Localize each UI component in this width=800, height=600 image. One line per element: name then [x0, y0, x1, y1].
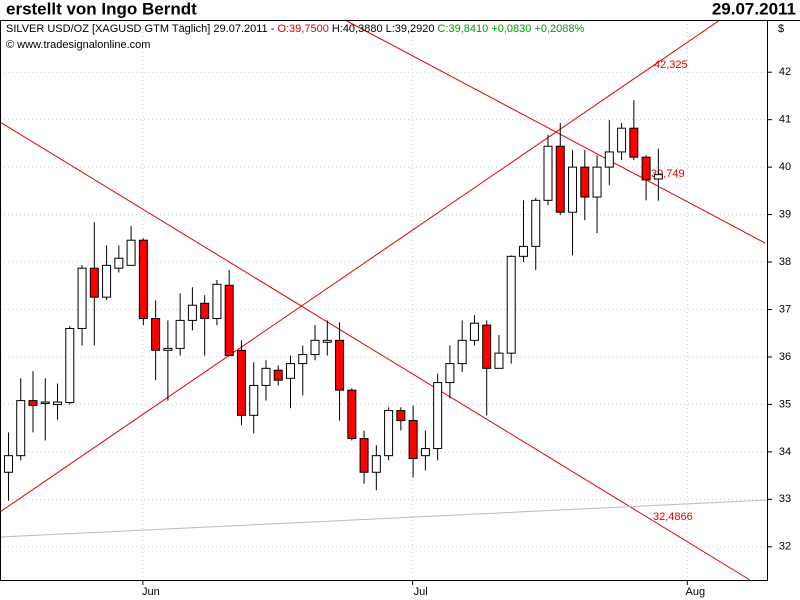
y-tick-label: 42 [779, 66, 791, 78]
candle-body [469, 322, 479, 341]
candle-body [580, 166, 590, 198]
candle-body [65, 327, 75, 404]
subtitle-part: H:40,3880 [332, 23, 383, 35]
subtitle-part: O:39,7500 [277, 23, 328, 35]
x-tick-label: Jul [414, 586, 428, 598]
y-tick-label: 37 [779, 303, 791, 315]
candle-body [494, 352, 504, 369]
chart-title: erstellt von Ingo Berndt [6, 0, 197, 18]
candle-body [236, 349, 246, 416]
candle-body [126, 239, 136, 266]
y-tick-label: 34 [779, 446, 791, 458]
annotation: 32,4866 [653, 511, 693, 523]
subtitle-part: SILVER USD/OZ [XAGUSD GTM Täglich] 29.07… [6, 23, 277, 35]
candle-body [457, 339, 467, 365]
candle-body [77, 267, 87, 329]
candle-body [384, 410, 394, 457]
candle-body [53, 401, 63, 405]
y-tick-label: 40 [779, 161, 791, 173]
source: © www.tradesignalonline.com [6, 39, 150, 51]
chart-date: 29.07.2011 [712, 0, 796, 18]
candle-body [604, 151, 614, 168]
plot-frame [0, 20, 768, 581]
candle-body [224, 284, 234, 357]
candle-body [151, 318, 161, 351]
candle-body [543, 145, 553, 201]
candle-body [200, 302, 210, 320]
y-tick-label: 36 [779, 351, 791, 363]
candle-body [445, 363, 455, 384]
candle-body [568, 166, 578, 213]
y-axis-label: $ [778, 23, 784, 35]
candle-body [506, 255, 516, 354]
x-tick-label: Aug [686, 586, 706, 598]
candle-body [396, 410, 406, 422]
candle-body [347, 389, 357, 440]
candle-body [89, 267, 99, 298]
candle-body [531, 199, 541, 247]
candle-body [335, 339, 345, 391]
candle-body [212, 283, 222, 320]
subtitle-part: C:39,8410 +0,0830 +0,2088% [438, 23, 585, 35]
candle-body [102, 264, 112, 298]
candle-body [138, 239, 148, 320]
candle-body [420, 448, 430, 457]
y-tick-label: 35 [779, 398, 791, 410]
candle-body [555, 145, 565, 213]
candle-body [16, 400, 26, 457]
candle-body [175, 319, 185, 349]
trend-line [0, 121, 751, 581]
candle-body [371, 455, 381, 473]
candle-body [617, 127, 627, 153]
y-tick-label: 41 [779, 114, 791, 126]
candle-body [653, 174, 663, 180]
candle-body [433, 382, 443, 450]
candle-body [187, 304, 197, 321]
candle-body [592, 166, 602, 198]
candle-body [40, 401, 50, 404]
annotation: 42,325 [654, 59, 688, 71]
y-tick-label: 39 [779, 208, 791, 220]
candle-body [114, 257, 124, 269]
candle-body [641, 156, 651, 181]
candle-body [629, 127, 639, 158]
subtitle: SILVER USD/OZ [XAGUSD GTM Täglich] 29.07… [6, 23, 585, 35]
candle-body [261, 367, 271, 386]
candle-body [3, 455, 13, 473]
candle-body [298, 354, 308, 365]
candle-body [408, 420, 418, 460]
y-tick-label: 33 [779, 493, 791, 505]
candle-body [286, 363, 296, 379]
candle-body [28, 400, 38, 406]
candle-body [322, 339, 332, 343]
candle-body [359, 438, 369, 473]
y-tick-label: 38 [779, 256, 791, 268]
trend-line [0, 499, 768, 538]
subtitle-part: L:39,2920 [386, 23, 435, 35]
candle-body [518, 245, 528, 257]
trend-line [0, 19, 721, 513]
candle-body [482, 324, 492, 369]
candle-body [273, 369, 283, 381]
candle-body [249, 384, 259, 416]
y-tick-label: 32 [779, 541, 791, 553]
candle-body [310, 339, 320, 356]
x-tick-label: Jun [142, 586, 160, 598]
trend-line [344, 19, 766, 244]
candle-body [163, 347, 173, 351]
